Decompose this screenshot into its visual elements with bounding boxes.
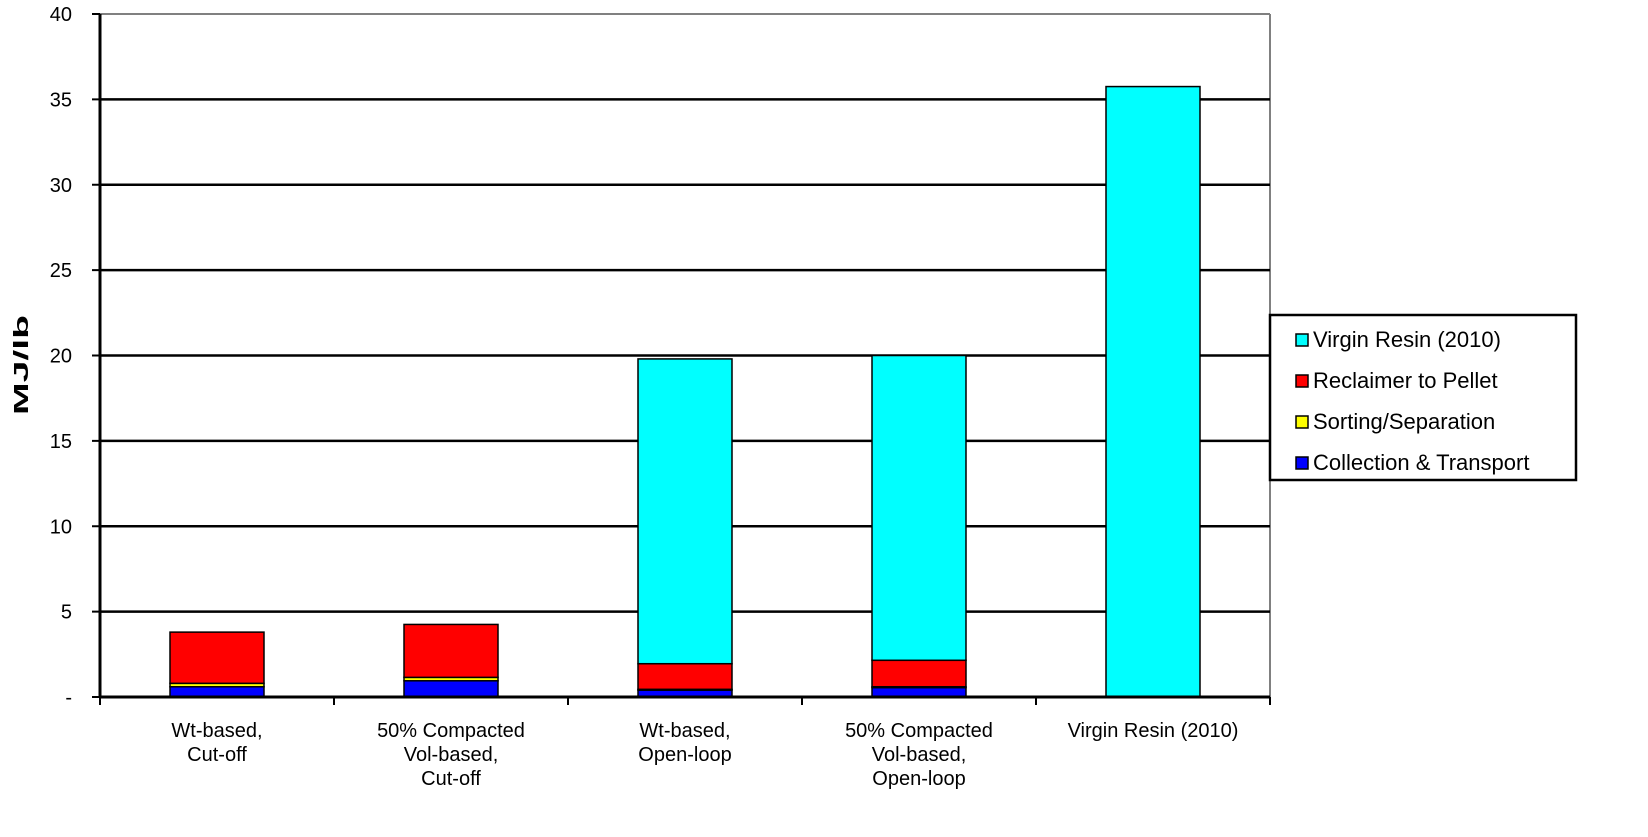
legend-swatch — [1295, 456, 1309, 470]
category-label: 50% Compacted — [377, 720, 525, 742]
bar-segment — [637, 662, 733, 691]
category-label: Open-loop — [872, 768, 965, 790]
category-label: Vol-based, — [872, 744, 967, 766]
category-label: Wt-based, — [639, 720, 730, 742]
y-tick-label: 35 — [50, 89, 72, 111]
bar-segment — [169, 631, 265, 685]
y-tick-label: - — [65, 687, 72, 709]
category-label: Wt-based, — [171, 720, 262, 742]
legend-entry-label: Virgin Resin (2010) — [1313, 327, 1501, 352]
bar-segment — [871, 659, 967, 688]
y-tick-label: 20 — [50, 346, 72, 368]
bar-segment — [871, 354, 967, 662]
y-tick-label: 40 — [50, 4, 72, 26]
category-label: Open-loop — [638, 744, 731, 766]
legend: Virgin Resin (2010) Reclaimer to Pellet So… — [1268, 313, 1578, 482]
legend-entry-label: Collection & Transport — [1313, 450, 1529, 475]
y-axis-label: MJ/lb — [11, 315, 33, 415]
axes — [92, 13, 1271, 705]
bar-segment — [637, 358, 733, 665]
bar-segment — [1105, 85, 1201, 698]
y-tick-labels: - 5 10 15 20 25 30 35 40 — [50, 4, 72, 709]
category-label: Vol-based, — [404, 744, 499, 766]
bar-segment — [403, 623, 499, 679]
y-tick-label: 15 — [50, 431, 72, 453]
legend-entry-label: Sorting/Separation — [1313, 409, 1495, 434]
bars — [169, 85, 1201, 698]
y-tick-label: 10 — [50, 516, 72, 538]
bar-segment — [403, 680, 499, 698]
legend-swatch — [1295, 415, 1309, 429]
category-label: Virgin Resin (2010) — [1068, 720, 1239, 742]
legend-entry-label: Reclaimer to Pellet — [1313, 368, 1498, 393]
category-label: Cut-off — [421, 768, 481, 790]
bar-segment — [169, 686, 265, 698]
y-tick-label: 5 — [61, 602, 72, 624]
legend-swatch — [1295, 374, 1309, 388]
y-tick-label: 25 — [50, 260, 72, 282]
legend-swatch — [1295, 333, 1309, 347]
category-label: 50% Compacted — [845, 720, 993, 742]
legend-box — [1268, 313, 1578, 482]
y-axis-label-text: MJ/lb — [11, 315, 33, 415]
category-label: Cut-off — [187, 744, 247, 766]
y-tick-label: 30 — [50, 175, 72, 197]
